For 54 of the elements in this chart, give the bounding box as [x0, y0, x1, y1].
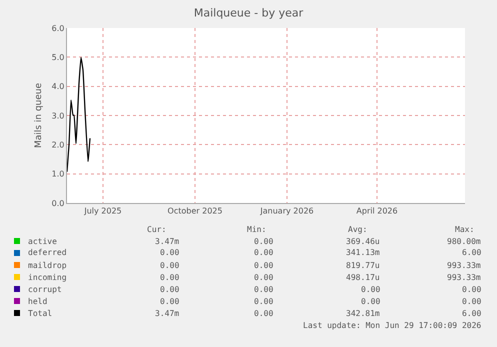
text: 342.81m — [346, 309, 380, 318]
text: 341.13m — [346, 248, 380, 257]
text: 0.00 — [254, 261, 274, 270]
text: 0.00 — [361, 297, 380, 306]
text: 0.00 — [254, 237, 274, 246]
legend-label: incoming — [28, 273, 67, 282]
text: 498.17u — [346, 273, 380, 282]
text: 0.00 — [254, 273, 274, 282]
y-tick-label: 5.0 — [52, 52, 64, 62]
text: 0.00 — [462, 285, 482, 294]
text: 980.00m — [447, 237, 481, 246]
text: 0.00 — [254, 248, 274, 257]
legend-label: active — [28, 237, 58, 246]
legend-label: deferred — [28, 248, 67, 257]
text: 3.47m — [155, 309, 180, 318]
y-tick-label: 4.0 — [52, 82, 64, 92]
text: 0.00 — [462, 297, 482, 306]
text: 0.00 — [160, 297, 180, 306]
text: 0.00 — [160, 285, 180, 294]
text: 819.77u — [346, 261, 380, 270]
text: 0.00 — [160, 261, 180, 270]
text: 6.00 — [462, 248, 482, 257]
y-tick-label: 0.0 — [52, 198, 64, 208]
y-tick-label: 3.0 — [52, 111, 64, 120]
x-tick-label: April 2026 — [356, 206, 398, 216]
text: 3.47m — [155, 237, 180, 246]
x-tick-label: October 2025 — [168, 206, 222, 216]
text: 993.33m — [447, 261, 481, 270]
text: 0.00 — [254, 309, 274, 318]
legend-label: held — [28, 297, 48, 306]
text: 993.33m — [447, 273, 481, 282]
text: Avg: — [348, 225, 368, 234]
text: 0.00 — [160, 248, 180, 257]
text: Min: — [247, 225, 266, 234]
y-axis-title: Mails in queue — [34, 82, 44, 148]
x-tick-label: July 2025 — [83, 206, 122, 216]
text: Cur: — [147, 225, 166, 234]
legend-label: Total — [28, 309, 52, 318]
text: 0.00 — [160, 273, 180, 282]
line-series — [67, 56, 91, 172]
text: Max: — [455, 225, 474, 234]
legend-label: maildrop — [28, 261, 67, 270]
x-tick-label: January 2026 — [259, 206, 314, 216]
legend-label: corrupt — [28, 285, 62, 294]
text: 369.46u — [346, 237, 380, 246]
text: 0.00 — [254, 297, 274, 306]
text: 0.00 — [254, 285, 274, 294]
text: 6.00 — [462, 309, 482, 318]
y-tick-label: 6.0 — [52, 24, 64, 33]
text: 0.00 — [361, 285, 380, 294]
y-tick-label: 2.0 — [52, 140, 64, 150]
y-tick-label: 1.0 — [52, 170, 64, 179]
chart-title: Mailqueue - by year — [194, 6, 304, 20]
text: Last update: Mon Jun 29 17:00:09 2026 — [303, 321, 482, 330]
